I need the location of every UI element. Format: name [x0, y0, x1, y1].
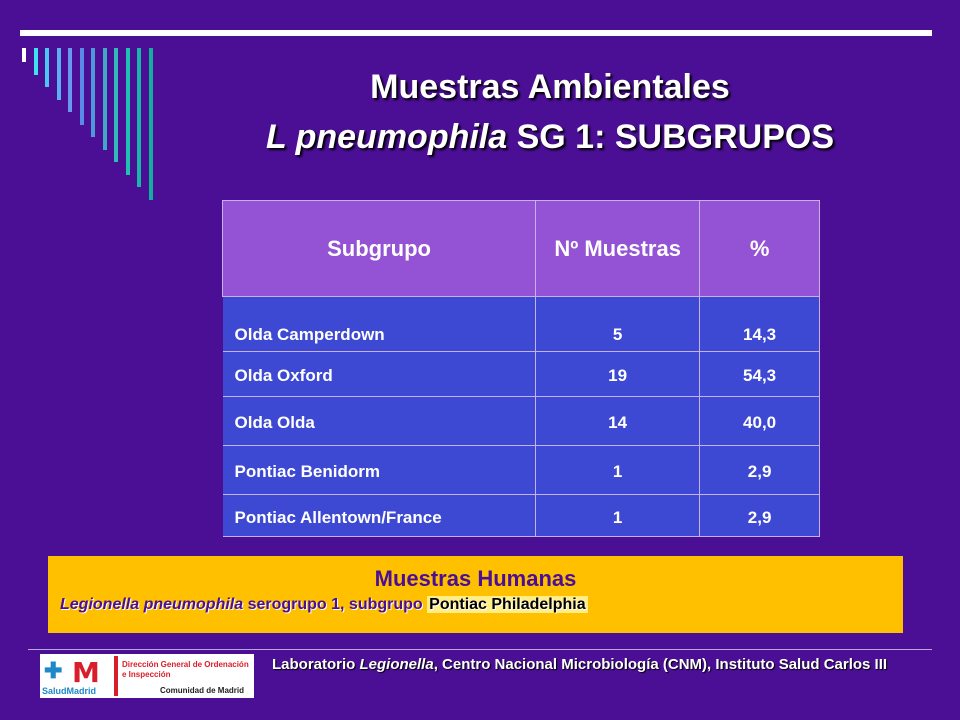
lab-credit: Laboratorio Legionella, Centro Nacional … [272, 656, 887, 673]
subgroups-table: Subgrupo Nº Muestras % Olda Camperdown 5… [221, 200, 820, 537]
cell-n: 1 [535, 494, 701, 537]
subgroup-highlight: Pontiac Philadelphia [427, 596, 588, 613]
cell-subgrupo: Olda Oxford [222, 351, 537, 397]
cell-pct: 2,9 [699, 445, 820, 495]
cell-n: 19 [535, 351, 701, 397]
stripe [56, 48, 61, 100]
slide-title: Muestras Ambientales [370, 68, 730, 106]
cell-n: 5 [535, 296, 701, 352]
stripe [33, 48, 38, 75]
cell-pct: 2,9 [699, 494, 820, 537]
cell-pct: 40,0 [699, 396, 820, 446]
subtitle-rest: SG 1: SUBGRUPOS [507, 118, 834, 156]
cell-pct: 14,3 [699, 296, 820, 352]
table-row: Pontiac Allentown/France 1 2,9 [222, 494, 820, 537]
stripe [148, 48, 153, 200]
lab-italic: Legionella [359, 656, 434, 673]
medical-cross-icon: ✚ [44, 658, 63, 683]
cell-subgrupo: Pontiac Benidorm [222, 445, 537, 495]
slide-subtitle: L pneumophila SG 1: SUBGRUPOS [180, 118, 920, 157]
human-samples-title: Muestras Humanas [374, 566, 577, 591]
stripe [45, 48, 49, 87]
human-samples-box: Muestras Humanas Legionella pneumophila … [48, 556, 903, 633]
table-row: Olda Oxford 19 54,3 [222, 351, 820, 397]
table-header-row: Subgrupo Nº Muestras % [221, 200, 820, 297]
logo-divider [114, 656, 118, 696]
header-subgrupo: Subgrupo [221, 200, 537, 297]
stripe [68, 48, 72, 112]
species-name: Legionella pneumophila [60, 596, 244, 613]
human-samples-detail: Legionella pneumophila serogrupo 1, subg… [60, 596, 903, 614]
table-row: Olda Camperdown 5 14,3 [222, 296, 820, 352]
madrid-m-icon: M [72, 656, 100, 689]
stripe [79, 48, 84, 125]
stripe [91, 48, 95, 137]
top-rule [20, 30, 932, 36]
cell-pct: 54,3 [699, 351, 820, 397]
logo-salud-text: SaludMadrid [42, 686, 97, 696]
cell-n: 1 [535, 445, 701, 495]
salud-madrid-logo: ✚ M SaludMadrid Dirección General de Ord… [40, 654, 254, 698]
cell-n: 14 [535, 396, 701, 446]
stripe [102, 48, 107, 150]
stripe [125, 48, 130, 175]
logo-comunidad-text: Comunidad de Madrid [160, 686, 244, 695]
lab-post: , Centro Nacional Microbiología (CNM), I… [433, 656, 888, 673]
cell-subgrupo: Pontiac Allentown/France [222, 494, 537, 537]
subtitle-species: L pneumophila [266, 118, 508, 156]
table-row: Pontiac Benidorm 1 2,9 [222, 445, 820, 495]
cell-subgrupo: Olda Camperdown [222, 296, 537, 352]
header-percent: % [699, 200, 820, 297]
header-n-muestras: Nº Muestras [535, 200, 701, 297]
stripe [114, 48, 118, 162]
footer-rule [28, 649, 932, 650]
table-row: Olda Olda 14 40,0 [222, 396, 820, 446]
serogroup-text: serogrupo 1, subgrupo [243, 596, 428, 613]
stripe [137, 48, 141, 187]
logo-direccion-text: Dirección General de Ordenación e Inspec… [122, 660, 249, 679]
stripe [22, 48, 26, 62]
cell-subgrupo: Olda Olda [222, 396, 537, 446]
lab-pre: Laboratorio [272, 656, 360, 673]
